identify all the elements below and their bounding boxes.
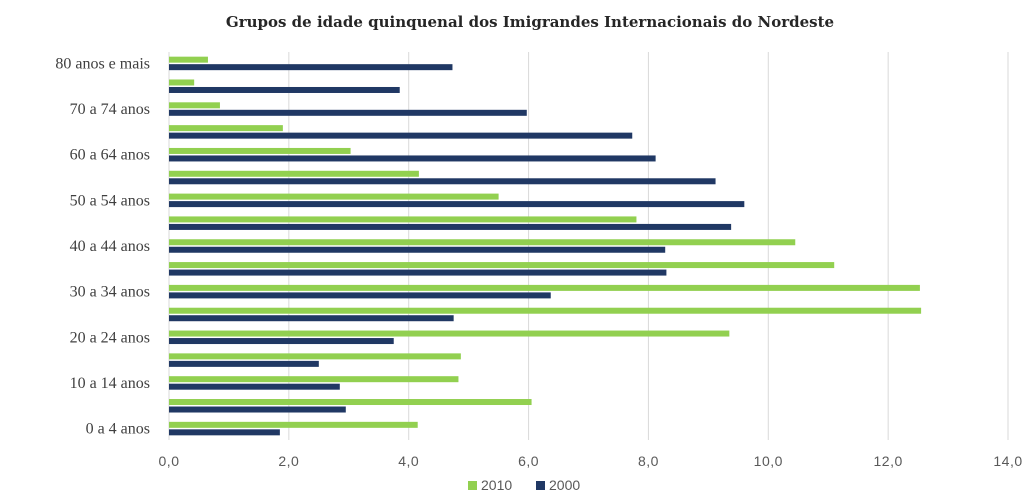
y-axis-labels: 0 a 4 anos 10 a 14 anos 20 a 24 anos 30 a 3… [55,55,150,437]
x-tick-label: 10,0 [754,453,783,469]
bars [169,56,922,436]
x-tick-label: 8,0 [638,453,659,469]
legend-swatch [536,481,545,490]
x-tick-label: 14,0 [993,453,1022,469]
bar-2000 [169,315,454,322]
bar-2010 [169,307,922,314]
bar-2000 [169,246,666,253]
bar-2010 [169,376,459,383]
y-category-label: 10 a 14 anos [70,375,150,392]
bar-2010 [169,262,835,269]
bar-2010 [169,125,283,132]
legend-label: 2000 [549,477,580,493]
bar-2010 [169,147,351,154]
legend: 2010 2000 [468,477,580,493]
bar-2000 [169,155,656,162]
bar-2000 [169,429,280,436]
bar-2010 [169,216,637,223]
bar-2010 [169,239,796,246]
x-axis-labels: 0,0 2,0 4,0 6,0 8,0 10,0 12,0 14,0 [159,453,1023,469]
bar-2010 [169,170,419,177]
bar-2000 [169,223,732,230]
x-tick-label: 0,0 [159,453,180,469]
bar-2000 [169,360,319,367]
y-category-label: 0 a 4 anos [86,421,150,438]
y-category-label: 20 a 24 anos [70,329,150,346]
bar-2010 [169,56,208,63]
bar-2000 [169,201,745,208]
bar-2000 [169,64,453,71]
bar-2000 [169,383,340,390]
bar-2000 [169,338,394,345]
y-category-label: 60 a 64 anos [70,147,150,164]
bar-2010 [169,284,920,291]
bar-2000 [169,132,633,139]
bar-2000 [169,86,400,93]
bar-2010 [169,193,499,200]
x-tick-label: 6,0 [518,453,539,469]
bar-2000 [169,109,527,116]
legend-swatch [468,481,477,490]
y-category-label: 40 a 44 anos [70,238,150,255]
bar-2010 [169,330,730,337]
bar-2000 [169,292,551,299]
x-tick-label: 12,0 [874,453,903,469]
bar-2010 [169,399,532,406]
y-category-label: 30 a 34 anos [70,284,150,301]
legend-label: 2010 [481,477,512,493]
bar-2010 [169,79,195,86]
gridlines [168,52,1009,440]
x-tick-label: 4,0 [398,453,419,469]
bar-2010 [169,421,418,428]
bar-2000 [169,178,716,185]
bar-2010 [169,353,461,360]
bar-2000 [169,406,346,413]
y-category-label: 80 anos e mais [55,55,150,72]
bar-2000 [169,269,667,276]
bar-2010 [169,102,220,109]
y-category-label: 70 a 74 anos [70,101,150,118]
chart-title: Grupos de idade quinquenal dos Imigrande… [226,13,834,31]
x-tick-label: 2,0 [278,453,299,469]
y-category-label: 50 a 54 anos [70,192,150,209]
